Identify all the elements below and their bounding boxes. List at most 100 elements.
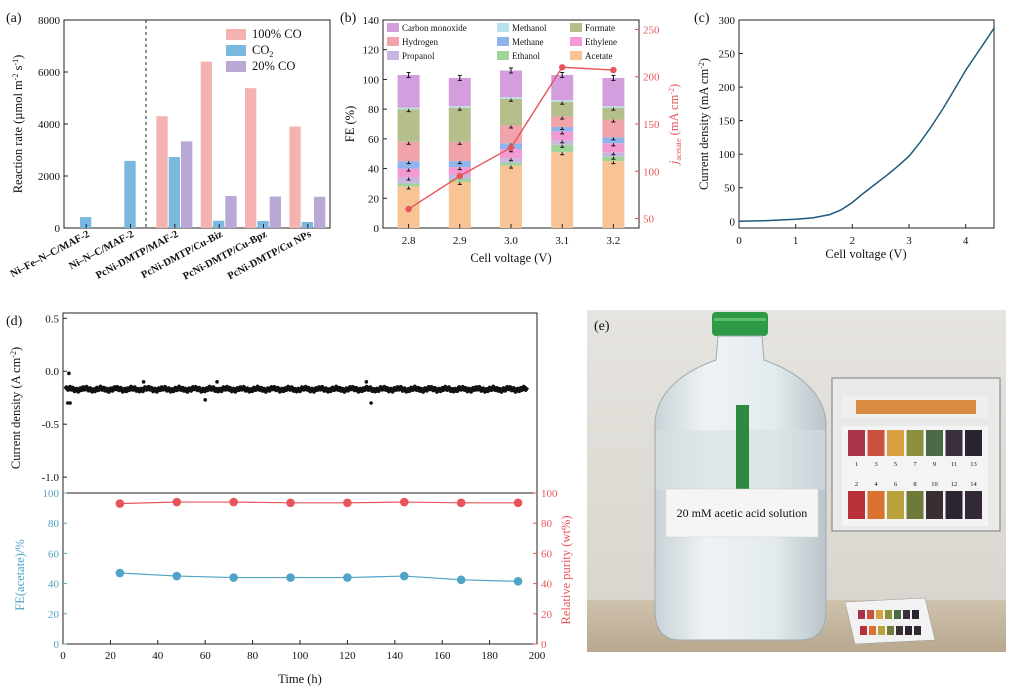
- d-ytick-right-label: 40: [541, 579, 553, 591]
- b-bar-segment: [551, 101, 574, 117]
- ph-number: 2: [855, 481, 858, 488]
- b-legend-label: Methane: [512, 37, 544, 47]
- d-top-ytick-label: 0.0: [45, 366, 59, 378]
- a-bar: [168, 157, 180, 228]
- panel-d-current-trace: [63, 371, 530, 405]
- legend-swatch-20co: [226, 61, 246, 72]
- b-xtick-label: 2.8: [402, 235, 416, 247]
- b-bar-segment: [551, 144, 574, 153]
- ph-swatch: [887, 430, 904, 456]
- d-xtick-label: 180: [481, 650, 498, 662]
- b-legend-swatch: [387, 37, 399, 46]
- b-y2tick-label: 100: [643, 166, 660, 178]
- ph-swatch: [926, 430, 943, 456]
- b-ytick-label: 40: [368, 164, 380, 176]
- b-xtick-label: 3.0: [504, 235, 518, 247]
- d-series-point: [399, 571, 409, 581]
- ph-number: 14: [970, 481, 977, 488]
- d-top-spike: [141, 380, 146, 384]
- panel-d-frame: [62, 312, 538, 645]
- a-ytick-label: 8000: [38, 15, 61, 27]
- b-bar-segment: [500, 149, 522, 159]
- a-bar: [225, 196, 237, 228]
- d-xtick-label: 60: [200, 650, 212, 662]
- panel-a: (a) 0 2000 4000 6000 8000 Ni–Fe–N–C/MAF-2Ni–…: [6, 11, 331, 283]
- d-xtick-label: 140: [387, 650, 404, 662]
- d-series-point: [456, 575, 466, 585]
- d-top-ytick-label: 0.5: [45, 313, 59, 325]
- a-bar: [124, 160, 136, 228]
- b-bar-segment: [602, 119, 625, 138]
- c-ytick-label: 150: [719, 116, 736, 128]
- b-legend-swatch: [497, 51, 509, 60]
- b-ytick-label: 140: [363, 15, 380, 27]
- panel-d-bottom-ylabel-left: FE(acetate)/%: [13, 539, 27, 610]
- d-top-spike: [369, 401, 373, 405]
- b-line-point: [405, 205, 412, 213]
- b-ytick-label: 20: [368, 193, 380, 205]
- d-series-line: [119, 501, 519, 505]
- bottle-label-text: 20 mM acetic acid solution: [677, 506, 808, 520]
- d-xtick-label: 40: [152, 650, 164, 662]
- b-ytick-label: 120: [363, 45, 380, 57]
- panel-b-bars: 2.8 2.9 3.0 3.1 3.2: [397, 67, 625, 247]
- b-bar-segment: [500, 165, 522, 228]
- d-series-point: [172, 497, 182, 507]
- panel-c-frame: [738, 19, 995, 229]
- box-swatch: [867, 610, 874, 619]
- b-legend-swatch: [497, 37, 509, 46]
- ph-number: 13: [970, 461, 977, 468]
- b-bar-segment: [448, 167, 471, 175]
- d-ytick-left-label: 20: [48, 609, 60, 621]
- ph-swatch: [945, 430, 963, 456]
- panel-d-label: (d): [6, 314, 23, 329]
- ph-swatch: [965, 430, 982, 456]
- ph-swatch: [906, 430, 924, 456]
- b-bar-segment: [602, 106, 625, 108]
- b-legend-swatch: [570, 37, 582, 46]
- ph-swatch: [848, 430, 865, 456]
- ph-number: 4: [874, 481, 878, 488]
- panel-a-x-labels: Ni–Fe–N–C/MAF-2Ni–N–C/MAF-2PcNi-DMTP/MAF…: [9, 229, 314, 283]
- c-ytick-label: 200: [719, 82, 736, 94]
- panel-b-jacetate-line: [405, 64, 617, 213]
- c-xtick-label: 2: [850, 235, 856, 247]
- box-swatch: [858, 610, 865, 619]
- panel-b: (b) 0 20 40 60 80 100 120 140 50 100 150 200 250 2.8…: [340, 11, 683, 265]
- b-line-point: [559, 64, 566, 71]
- panel-c-curve: [738, 27, 995, 223]
- d-xtick-label: 100: [292, 650, 309, 662]
- b-xtick-label: 3.1: [555, 235, 569, 247]
- panel-e-label: (e): [594, 319, 610, 334]
- panel-a-y-ticks: 0 2000 4000 6000 8000: [38, 15, 68, 235]
- legend-swatch-100co: [226, 29, 246, 40]
- d-series-point: [229, 497, 238, 507]
- b-bar-segment: [448, 106, 471, 108]
- d-series-point: [229, 573, 238, 582]
- ph-number: 3: [874, 461, 877, 468]
- b-bar-segment: [551, 131, 574, 141]
- d-series-point: [456, 498, 466, 508]
- legend-label-20co: 20% CO: [252, 59, 295, 73]
- d-series-point: [343, 498, 352, 508]
- box-swatch: [903, 610, 910, 619]
- b-legend-label: Hydrogen: [402, 37, 438, 47]
- ph-number: 1: [855, 461, 858, 468]
- b-bar-segment: [448, 141, 471, 162]
- ph-strip-box: [844, 597, 936, 645]
- d-top-spike: [68, 401, 72, 405]
- d-ytick-left-label: 100: [43, 488, 60, 500]
- c-ytick-label: 50: [724, 183, 736, 195]
- ph-number: 8: [913, 481, 916, 488]
- c-xtick-label: 3: [906, 235, 912, 247]
- panel-d-top-axes: 0.5 0.0 -0.5 -1.0: [42, 313, 67, 484]
- b-bar-segment: [397, 141, 420, 162]
- box-swatch: [905, 626, 912, 635]
- d-series-point: [286, 498, 295, 508]
- b-bar-segment: [448, 107, 471, 142]
- b-legend-label: Methanol: [512, 23, 547, 33]
- bottle-label: [665, 488, 819, 538]
- d-top-ytick-label: -0.5: [42, 419, 60, 431]
- b-legend-swatch: [570, 23, 582, 32]
